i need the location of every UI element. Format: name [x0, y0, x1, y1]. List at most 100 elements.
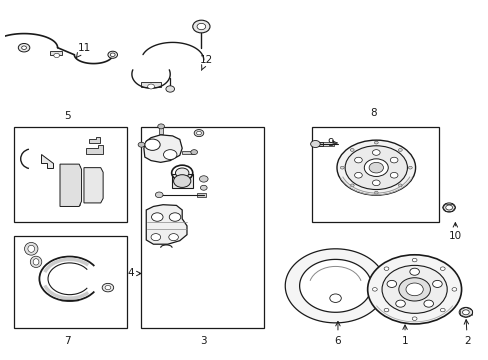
Circle shape — [462, 310, 468, 315]
Circle shape — [197, 23, 205, 30]
Circle shape — [368, 162, 383, 173]
Circle shape — [354, 157, 362, 163]
Circle shape — [381, 265, 447, 313]
Text: 12: 12 — [199, 55, 212, 70]
Circle shape — [310, 140, 320, 148]
Circle shape — [364, 159, 387, 176]
Bar — [318, 142, 333, 146]
Circle shape — [151, 234, 160, 241]
Circle shape — [151, 213, 163, 221]
Circle shape — [199, 176, 208, 182]
Polygon shape — [89, 137, 100, 143]
Bar — [141, 82, 160, 86]
Circle shape — [194, 130, 203, 136]
Circle shape — [144, 139, 160, 150]
Text: 5: 5 — [64, 112, 70, 121]
Circle shape — [200, 185, 207, 190]
Bar — [171, 174, 192, 188]
Ellipse shape — [33, 259, 39, 265]
Circle shape — [432, 280, 441, 287]
Bar — [61, 166, 80, 206]
Circle shape — [354, 172, 362, 178]
Circle shape — [18, 44, 30, 52]
Circle shape — [165, 86, 174, 92]
Circle shape — [411, 317, 416, 320]
Bar — [15, 127, 127, 222]
Bar — [196, 193, 206, 197]
Bar — [141, 143, 153, 146]
Text: 2: 2 — [463, 320, 469, 346]
Circle shape — [386, 280, 396, 287]
Circle shape — [169, 213, 181, 221]
Circle shape — [340, 166, 344, 169]
Text: 8: 8 — [370, 108, 376, 118]
Circle shape — [367, 255, 461, 324]
Bar — [50, 51, 62, 55]
Bar — [315, 141, 322, 147]
Ellipse shape — [336, 140, 415, 195]
Circle shape — [147, 84, 154, 89]
Bar — [311, 127, 438, 222]
Circle shape — [440, 308, 444, 312]
Polygon shape — [143, 135, 182, 162]
Circle shape — [138, 142, 144, 147]
Circle shape — [442, 203, 454, 212]
Circle shape — [411, 258, 416, 262]
Circle shape — [409, 268, 419, 275]
Circle shape — [374, 141, 377, 144]
Circle shape — [105, 285, 111, 290]
Circle shape — [405, 283, 423, 296]
Circle shape — [395, 300, 405, 307]
Bar — [159, 126, 163, 134]
Circle shape — [423, 300, 433, 307]
Ellipse shape — [24, 242, 38, 255]
Polygon shape — [41, 154, 53, 168]
Circle shape — [389, 157, 397, 163]
Circle shape — [398, 278, 429, 301]
Text: 1: 1 — [401, 325, 407, 346]
Text: 3: 3 — [200, 336, 206, 346]
Text: 6: 6 — [334, 321, 341, 346]
Circle shape — [349, 184, 353, 187]
Circle shape — [389, 172, 397, 178]
Circle shape — [372, 150, 379, 155]
Circle shape — [108, 51, 117, 58]
Circle shape — [398, 149, 402, 151]
Circle shape — [440, 267, 444, 270]
Circle shape — [21, 46, 26, 49]
Circle shape — [383, 308, 388, 312]
Circle shape — [372, 180, 379, 186]
Circle shape — [374, 191, 377, 194]
Circle shape — [54, 53, 60, 58]
Circle shape — [190, 150, 197, 154]
Bar — [182, 151, 194, 154]
Circle shape — [329, 294, 341, 302]
Circle shape — [383, 267, 388, 270]
Ellipse shape — [28, 245, 35, 252]
Text: 4: 4 — [127, 269, 141, 279]
Circle shape — [158, 124, 164, 129]
Circle shape — [173, 175, 190, 188]
Text: 10: 10 — [448, 223, 461, 242]
Polygon shape — [285, 249, 383, 323]
Polygon shape — [84, 168, 103, 203]
Circle shape — [196, 131, 201, 135]
Circle shape — [192, 20, 209, 33]
Ellipse shape — [345, 146, 407, 189]
Circle shape — [445, 205, 451, 210]
Ellipse shape — [30, 256, 41, 267]
Bar — [15, 237, 127, 328]
Text: 9: 9 — [327, 138, 336, 148]
Circle shape — [155, 192, 163, 198]
Text: 11: 11 — [76, 43, 90, 58]
Circle shape — [102, 283, 113, 292]
Polygon shape — [146, 205, 186, 244]
Circle shape — [168, 234, 178, 241]
Bar — [141, 127, 263, 328]
Circle shape — [175, 168, 188, 178]
Text: 7: 7 — [64, 336, 70, 346]
Polygon shape — [86, 145, 103, 154]
Circle shape — [398, 184, 402, 187]
Circle shape — [372, 288, 376, 291]
Circle shape — [110, 53, 115, 57]
